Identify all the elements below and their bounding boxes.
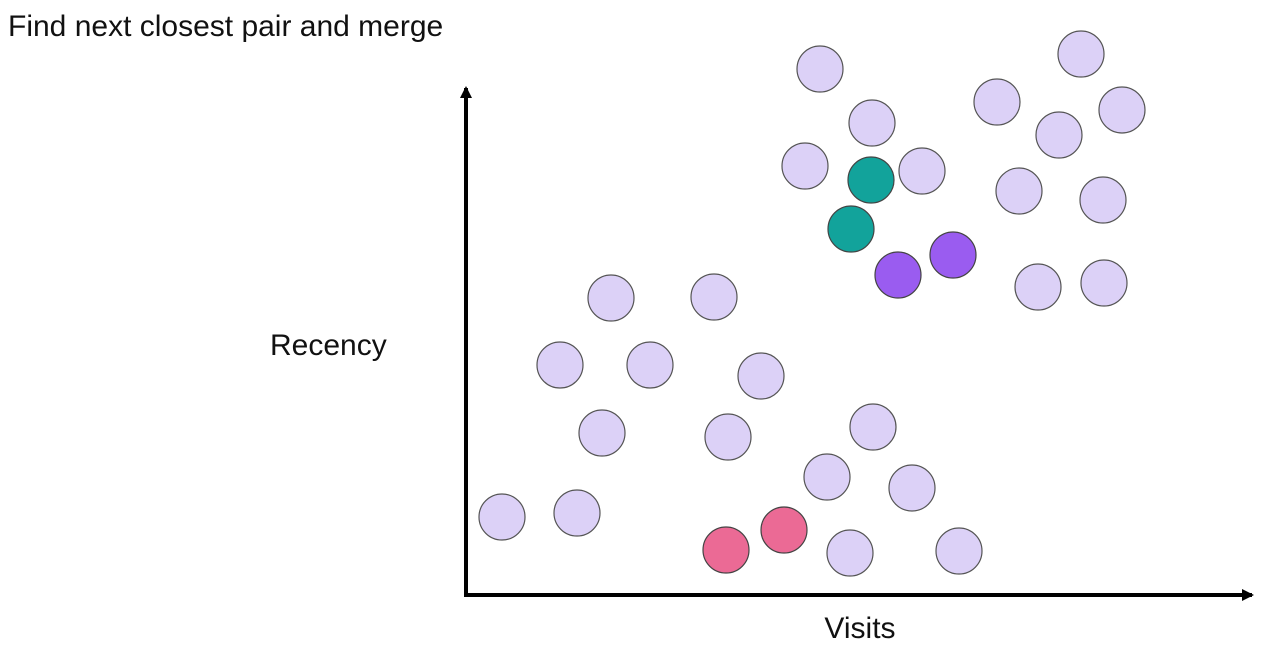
point (803, 453, 851, 501)
point (704, 413, 752, 461)
point (626, 341, 674, 389)
point (995, 167, 1043, 215)
point (898, 147, 946, 195)
point (1080, 259, 1128, 307)
closest-pair-point (874, 251, 922, 299)
point (587, 274, 635, 322)
merged-point (847, 156, 895, 204)
point (935, 527, 983, 575)
merged-point (760, 506, 808, 554)
point (973, 78, 1021, 126)
x-axis-label: Visits (824, 612, 895, 645)
point (848, 99, 896, 147)
point (796, 45, 844, 93)
point (737, 352, 785, 400)
points (478, 30, 1146, 577)
point (1014, 263, 1062, 311)
title: Find next closest pair and merge (8, 10, 443, 43)
point (849, 403, 897, 451)
point (553, 489, 601, 537)
merged-point (827, 205, 875, 253)
point (1079, 176, 1127, 224)
point (690, 273, 738, 321)
closest-pair-point (929, 231, 977, 279)
point (1057, 30, 1105, 78)
point (578, 409, 626, 457)
point (888, 464, 936, 512)
point (1098, 86, 1146, 134)
point (536, 341, 584, 389)
y-axis-label: Recency (270, 329, 387, 362)
point (1035, 111, 1083, 159)
merged-point (702, 526, 750, 574)
point (781, 142, 829, 190)
point (826, 529, 874, 577)
point (478, 493, 526, 541)
